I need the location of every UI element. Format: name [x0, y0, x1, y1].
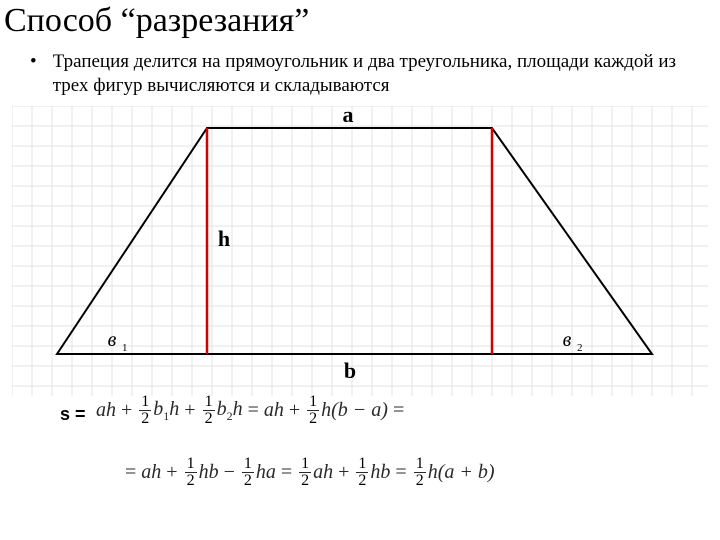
frac-half: 12	[139, 394, 151, 427]
trapezoid-diagram: ahbв1в2	[12, 106, 708, 396]
op-eq: =	[390, 461, 411, 484]
op-minus: −	[219, 461, 240, 484]
op-eq: =	[243, 399, 264, 422]
frac-half: 12	[203, 394, 215, 427]
term-hba: h(b − a)	[321, 399, 388, 422]
op-eq: =	[388, 399, 409, 422]
op-eq: =	[120, 461, 141, 484]
frac-half: 12	[185, 456, 197, 489]
frac-half: 12	[414, 456, 426, 489]
term-ah: ah	[313, 461, 333, 484]
svg-text:a: a	[343, 106, 354, 127]
svg-text:2: 2	[577, 342, 583, 354]
svg-text:h: h	[218, 226, 230, 251]
op-eq: =	[276, 461, 297, 484]
term-b2h: b2h	[217, 398, 243, 424]
term-ah: ah	[141, 461, 161, 484]
term-hb: hb	[199, 461, 219, 484]
term-hb: hb	[370, 461, 390, 484]
op-plus: +	[284, 399, 305, 422]
frac-half: 12	[299, 456, 311, 489]
svg-text:b: b	[344, 358, 356, 383]
term-ah: ah	[96, 399, 116, 422]
frac-half: 12	[242, 456, 254, 489]
page-title: Способ “разрезания”	[4, 2, 309, 40]
term-b1h: b1h	[153, 398, 179, 424]
formula-line-2: = ah + 12 hb − 12 ha = 12 ah + 12 hb = 1…	[120, 456, 495, 489]
frac-half: 12	[356, 456, 368, 489]
formula-s-label: s =	[60, 404, 86, 425]
frac-half: 12	[307, 394, 319, 427]
svg-text:в: в	[563, 329, 572, 351]
op-plus: +	[161, 461, 182, 484]
term-ah: ah	[264, 399, 284, 422]
bullet-marker: •	[30, 50, 48, 74]
bullet-text: Трапеция делится на прямоугольник и два …	[53, 50, 683, 98]
term-ha: ha	[256, 461, 276, 484]
op-plus: +	[179, 399, 200, 422]
op-plus: +	[333, 461, 354, 484]
svg-text:1: 1	[122, 342, 128, 354]
svg-text:в: в	[108, 329, 117, 351]
bullet-item: • Трапеция делится на прямоугольник и дв…	[30, 50, 690, 98]
op-plus: +	[116, 399, 137, 422]
term-final: h(a + b)	[428, 461, 495, 484]
formula-line-1: ah + 12 b1h + 12 b2h = ah + 12 h(b − a) …	[96, 394, 409, 427]
